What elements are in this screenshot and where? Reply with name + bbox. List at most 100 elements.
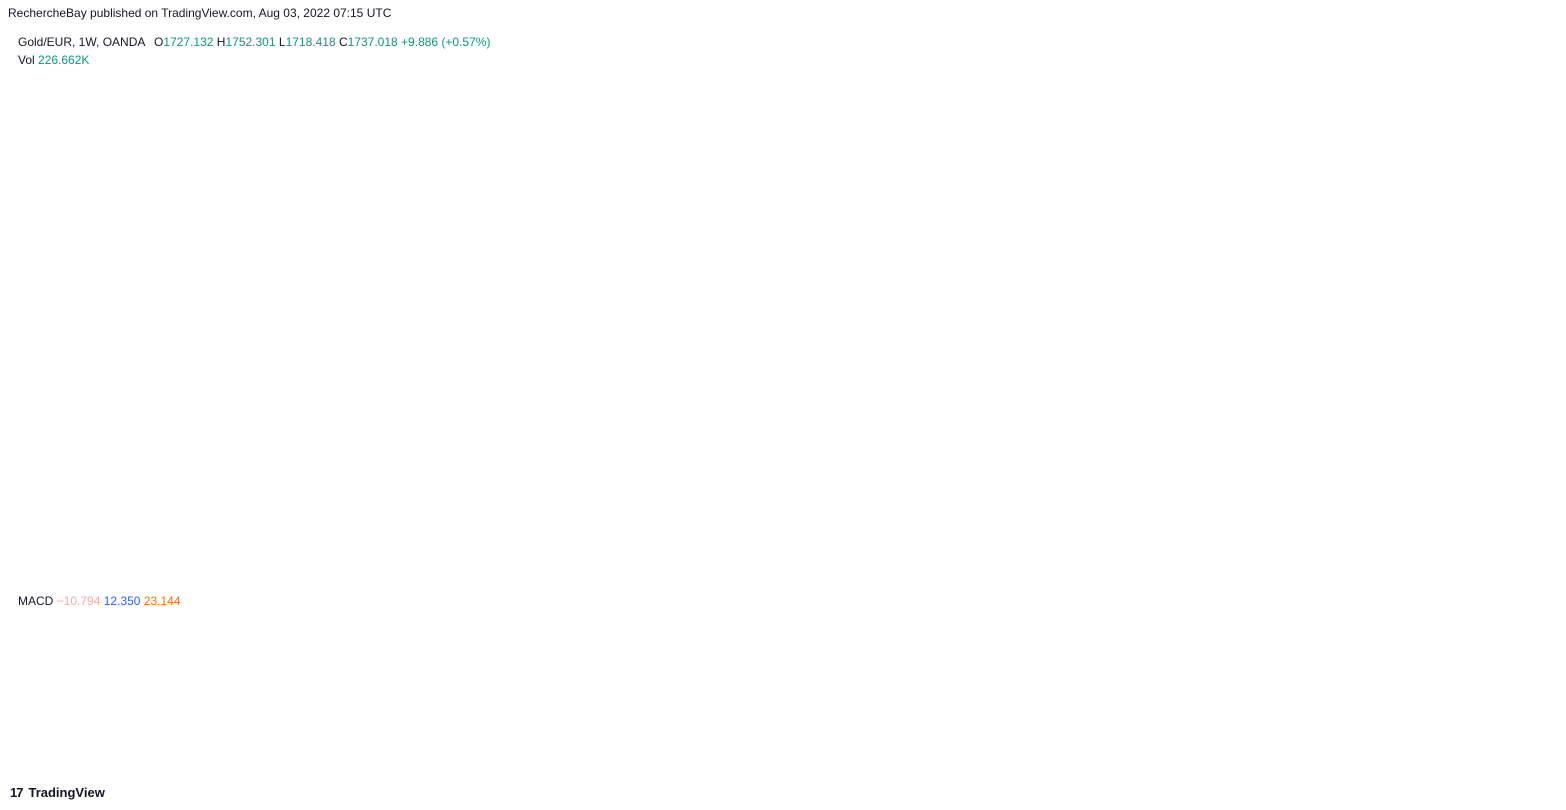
candle-body	[199, 534, 204, 537]
volume-bar	[324, 568, 330, 585]
candle-body	[193, 530, 198, 535]
macd-histogram-bar	[1154, 687, 1159, 689]
volume-bar	[902, 566, 908, 585]
macd-histogram-bar	[113, 684, 118, 688]
volume-bar	[547, 564, 553, 585]
volume-bar	[181, 565, 187, 585]
macd-histogram-bar	[422, 688, 427, 691]
volume-bar	[971, 569, 976, 585]
volume-bar	[33, 565, 38, 585]
volume-bar	[67, 567, 72, 585]
candle-body	[816, 209, 822, 214]
macd-histogram-bar	[1222, 680, 1228, 688]
macd-histogram-bar	[347, 685, 353, 688]
candle-body	[633, 303, 639, 311]
volume-bar	[107, 568, 112, 585]
volume-bar	[1160, 569, 1165, 585]
macd-histogram-bar	[1074, 676, 1079, 688]
candle-body	[485, 382, 490, 393]
macd-histogram-bar	[1257, 685, 1262, 688]
candle-body	[1354, 112, 1359, 127]
candle-body	[799, 201, 805, 207]
candle-body	[599, 331, 604, 348]
candle-body	[176, 524, 181, 527]
publisher-header: RechercheBay published on TradingView.co…	[8, 6, 392, 20]
macd-histogram-bar	[330, 683, 336, 688]
candle-body	[1314, 108, 1319, 141]
macd-histogram-bar	[1160, 686, 1165, 688]
volume-bar	[147, 564, 152, 585]
candle-body	[776, 171, 782, 200]
candle-body	[690, 223, 696, 246]
macd-histogram-bar	[67, 686, 72, 688]
volume-bar	[462, 566, 467, 585]
volume-bar	[1405, 565, 1411, 585]
macd-histogram-bar	[101, 685, 107, 688]
macd-histogram-bar	[690, 681, 696, 688]
macd-histogram-bar	[359, 685, 364, 688]
macd-histogram-bar	[393, 688, 398, 693]
candle-body	[239, 527, 244, 537]
candle-body	[33, 510, 38, 513]
macd-histogram-bar	[959, 688, 965, 695]
candle-body	[1125, 255, 1131, 257]
candle-body	[336, 465, 341, 470]
volume-bar	[570, 568, 576, 585]
candle-body	[582, 370, 587, 375]
tradingview-logo-icon: 17	[10, 785, 24, 800]
candle-body	[1188, 253, 1194, 255]
candle-body	[731, 280, 736, 291]
candle-body	[1325, 150, 1331, 157]
macd-histogram-bar	[713, 680, 719, 688]
macd-label[interactable]: MACD	[18, 594, 54, 608]
macd-histogram-bar	[153, 686, 158, 688]
volume-bar	[353, 561, 358, 585]
volume-bar	[90, 564, 95, 585]
volume-bar	[1251, 568, 1256, 585]
macd-histogram-bar	[1217, 679, 1222, 688]
volume-bar	[124, 569, 130, 585]
macd-histogram-bar	[1108, 683, 1113, 688]
volume-bar	[702, 568, 707, 585]
candle-body	[164, 513, 170, 515]
volume-bar	[731, 564, 736, 585]
macd-histogram-bar	[181, 688, 187, 695]
macd-histogram-bar	[942, 688, 948, 701]
macd-histogram-bar	[1234, 682, 1239, 688]
volume-bar	[136, 565, 141, 585]
macd-histogram-bar	[605, 688, 610, 699]
volume-bar	[130, 562, 135, 585]
macd-histogram-bar	[1405, 688, 1411, 701]
volume-bar	[364, 565, 370, 585]
candle-body	[273, 507, 278, 515]
macd-histogram-bar	[342, 685, 347, 688]
macd-histogram-bar	[221, 688, 227, 691]
macd-histogram-bar	[1182, 677, 1188, 688]
candle-body	[1051, 246, 1056, 252]
macd-histogram-bar	[536, 685, 541, 688]
candle-body	[290, 498, 295, 508]
volume-bar	[788, 562, 793, 585]
volume-bar	[1371, 542, 1377, 585]
candle-body	[107, 506, 112, 511]
macd-histogram-bar	[187, 688, 193, 694]
legend-symbol[interactable]: Gold/EUR, 1W, OANDA	[18, 35, 145, 49]
macd-histogram-bar	[1165, 685, 1171, 688]
candle-body	[21, 509, 27, 511]
candle-body	[422, 468, 427, 473]
candle-body	[376, 463, 381, 466]
macd-histogram-bar	[324, 682, 330, 688]
volume-bar	[96, 565, 101, 585]
macd-histogram-bar	[16, 688, 21, 691]
volume-bar	[410, 566, 416, 585]
macd-histogram-bar	[919, 688, 925, 698]
volume-bar	[313, 562, 318, 585]
volume-bar	[1022, 569, 1028, 585]
macd-histogram-bar	[702, 679, 707, 688]
volume-bar	[38, 562, 44, 585]
price-tick-label: 1300.000	[1497, 382, 1547, 396]
macd-histogram-bar	[1125, 688, 1131, 689]
macd-histogram-bar	[1337, 677, 1342, 688]
current-price-badge	[1488, 131, 1548, 150]
